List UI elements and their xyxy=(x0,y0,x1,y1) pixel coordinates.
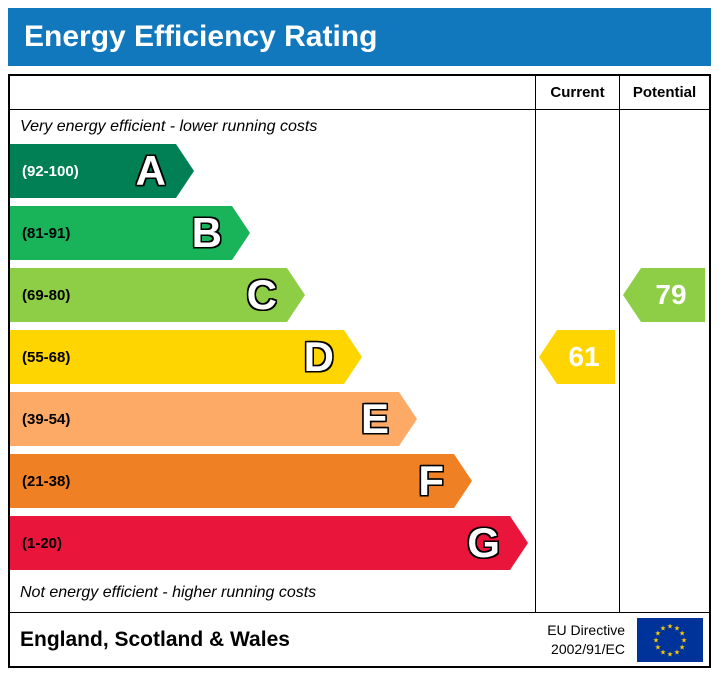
svg-text:★: ★ xyxy=(679,643,685,651)
band-row: (92-100) A xyxy=(10,144,535,198)
top-caption: Very energy efficient - lower running co… xyxy=(20,118,318,135)
band-row: (21-38) F xyxy=(10,454,535,508)
band-letter: B xyxy=(191,209,222,256)
band-letter: D xyxy=(303,333,334,380)
band-range: (55-68) xyxy=(22,348,71,366)
band-letter: E xyxy=(360,395,389,442)
band-row: (55-68) D xyxy=(10,330,535,384)
band-arrow: (39-54) E xyxy=(10,392,417,446)
band-range: (81-91) xyxy=(22,224,71,242)
bands-list: (92-100) A (81-91) B (69-80) C (55-68) D… xyxy=(10,144,535,570)
band-arrow: (55-68) D xyxy=(10,330,362,384)
svg-text:★: ★ xyxy=(667,622,673,630)
band-arrow: (69-80) C xyxy=(10,268,305,322)
band-letter: G xyxy=(467,519,500,566)
band-arrow: (21-38) F xyxy=(10,454,472,508)
svg-text:★: ★ xyxy=(667,650,673,658)
band-range: (69-80) xyxy=(22,286,71,304)
svg-text:★: ★ xyxy=(655,643,661,651)
svg-text:★: ★ xyxy=(653,636,659,644)
band-letter: C xyxy=(246,271,277,318)
band-arrow: (1-20) G xyxy=(10,516,528,570)
current-column: 61 xyxy=(535,110,619,612)
band-range: (21-38) xyxy=(22,472,71,490)
svg-text:★: ★ xyxy=(660,624,666,632)
potential-value: 79 xyxy=(655,279,687,310)
page-title: Energy Efficiency Rating xyxy=(24,20,378,53)
bottom-caption: Not energy efficient - higher running co… xyxy=(20,584,317,601)
chart-footer: England, Scotland & Wales EU Directive 2… xyxy=(10,612,709,666)
band-row: (81-91) B xyxy=(10,206,535,260)
band-range: (92-100) xyxy=(22,162,79,180)
svg-text:★: ★ xyxy=(679,629,685,637)
band-range: (1-20) xyxy=(22,534,63,552)
band-row: (39-54) E xyxy=(10,392,535,446)
band-row: (1-20) G xyxy=(10,516,535,570)
eu-directive-line2: 2002/91/EC xyxy=(551,640,625,657)
energy-rating-chart: Current Potential Very energy efficient … xyxy=(8,74,711,668)
region-label: England, Scotland & Wales xyxy=(20,627,290,651)
band-row: (69-80) C xyxy=(10,268,535,322)
potential-pointer: 79 xyxy=(623,268,705,322)
svg-text:★: ★ xyxy=(674,648,680,656)
eu-directive-line1: EU Directive xyxy=(547,622,625,639)
current-value: 61 xyxy=(568,341,600,372)
svg-text:★: ★ xyxy=(660,648,666,656)
svg-text:★: ★ xyxy=(674,624,680,632)
title-banner: Energy Efficiency Rating xyxy=(8,8,711,66)
eu-directive-label: EU Directive 2002/91/EC xyxy=(547,621,625,657)
bands-area: Very energy efficient - lower running co… xyxy=(10,110,535,612)
potential-column: 79 xyxy=(619,110,709,612)
header-spacer xyxy=(10,76,535,110)
eu-flag-icon: ★ ★ ★ ★ ★ ★ ★ ★ ★ ★ ★ ★ xyxy=(637,617,703,662)
svg-text:★: ★ xyxy=(655,629,661,637)
band-arrow: (92-100) A xyxy=(10,144,194,198)
band-letter: F xyxy=(418,457,444,504)
band-arrow: (81-91) B xyxy=(10,206,250,260)
svg-text:★: ★ xyxy=(681,636,687,644)
current-pointer: 61 xyxy=(539,330,615,384)
potential-column-header: Potential xyxy=(619,76,709,110)
band-letter: A xyxy=(135,147,166,194)
band-range: (39-54) xyxy=(22,410,71,428)
current-column-header: Current xyxy=(535,76,619,110)
